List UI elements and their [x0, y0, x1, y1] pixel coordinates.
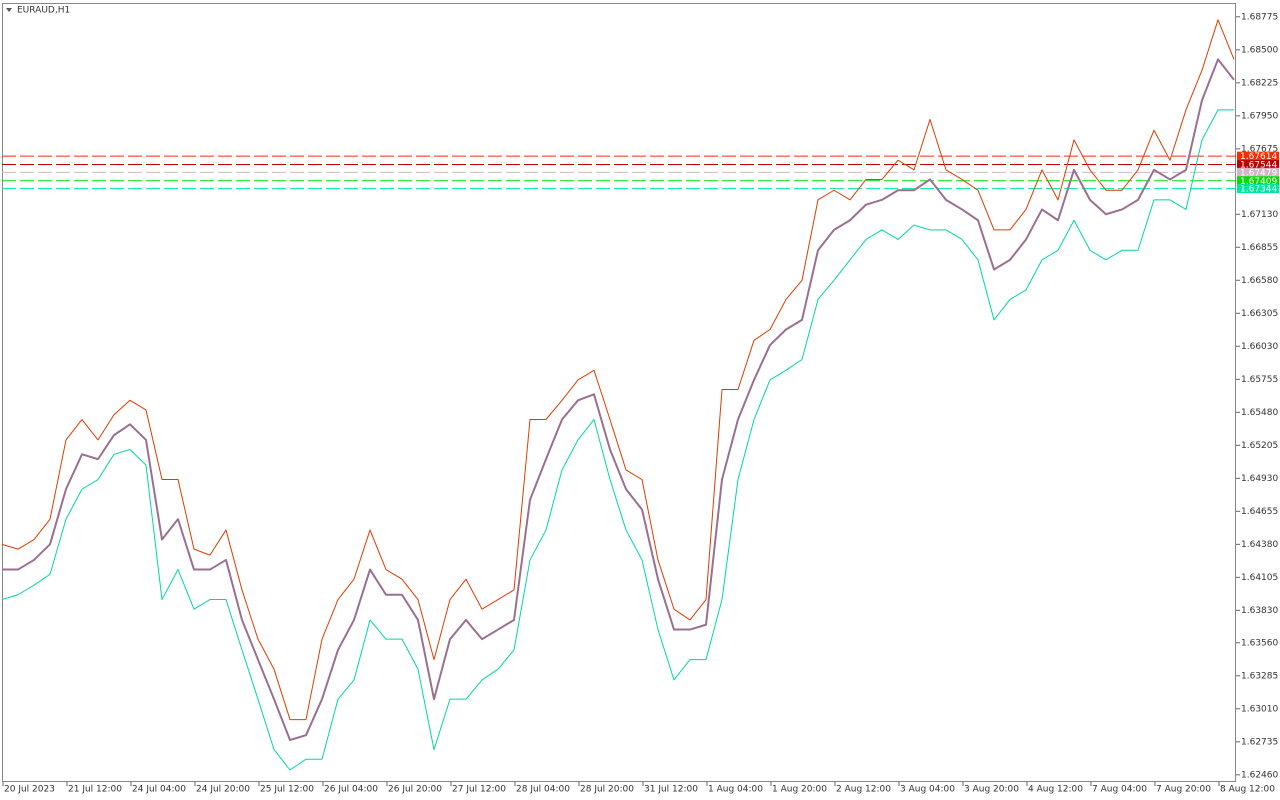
y-tick-label: 1.67130	[1241, 210, 1278, 220]
x-tick-label: 1 Aug 04:00	[708, 785, 763, 795]
level-label: 1.67409	[1240, 177, 1277, 187]
level-label: 1.67479	[1240, 168, 1277, 178]
y-tick-label: 1.63285	[1241, 671, 1278, 681]
x-tick-label: 26 Jul 20:00	[388, 785, 442, 795]
x-tick-label: 28 Jul 20:00	[580, 785, 634, 795]
y-tick-label: 1.65205	[1241, 441, 1278, 451]
x-tick-label: 4 Aug 12:00	[1028, 785, 1083, 795]
level-tag	[1237, 176, 1279, 186]
y-tick-label: 1.66580	[1241, 276, 1278, 286]
y-tick-label: 1.67950	[1241, 111, 1278, 121]
level-tag	[1237, 160, 1279, 170]
series-line	[1, 19, 1235, 721]
x-tick-label: 24 Jul 04:00	[132, 785, 186, 795]
y-tick-label: 1.62735	[1241, 737, 1278, 747]
plot-frame	[2, 3, 1236, 782]
y-tick-label: 1.66855	[1241, 243, 1278, 253]
menu-arrow[interactable]	[6, 8, 12, 12]
series-line	[1, 109, 1234, 771]
y-tick-label: 1.64655	[1241, 507, 1278, 517]
x-tick-label: 24 Jul 20:00	[196, 785, 250, 795]
level-label: 1.67344	[1240, 185, 1277, 195]
x-tick-label: 7 Aug 20:00	[1156, 785, 1211, 795]
level-tag	[1237, 184, 1279, 194]
y-tick-label: 1.65755	[1241, 375, 1278, 385]
x-tick-label: 28 Jul 04:00	[516, 785, 570, 795]
y-tick-label: 1.68500	[1241, 45, 1278, 55]
x-tick-label: 2 Aug 12:00	[836, 785, 891, 795]
level-label: 1.67544	[1240, 161, 1277, 171]
x-tick-label: 7 Aug 04:00	[1092, 785, 1147, 795]
y-tick-label: 1.64105	[1241, 573, 1278, 583]
y-tick-label: 1.68225	[1241, 78, 1278, 88]
x-tick-label: 20 Jul 2023	[4, 785, 55, 795]
x-tick-label: 27 Jul 12:00	[452, 785, 506, 795]
y-tick-label: 1.66305	[1241, 309, 1278, 319]
x-tick-label: 8 Aug 12:00	[1220, 785, 1275, 795]
x-tick-label: 31 Jul 12:00	[644, 785, 698, 795]
level-label: 1.67614	[1240, 152, 1277, 162]
y-tick-label: 1.67675	[1241, 144, 1278, 154]
chart-title: EURAUD,H1	[17, 6, 70, 16]
y-tick-label: 1.63010	[1241, 704, 1278, 714]
y-tick-label: 1.64380	[1241, 540, 1278, 550]
y-tick-label: 1.68775	[1241, 12, 1278, 22]
x-tick-label: 3 Aug 04:00	[900, 785, 955, 795]
x-tick-label: 25 Jul 12:00	[260, 785, 314, 795]
x-tick-label: 3 Aug 20:00	[964, 785, 1019, 795]
y-tick-label: 1.66030	[1241, 342, 1278, 352]
y-tick-label: 1.64930	[1241, 474, 1278, 484]
series-line	[2, 58, 1235, 741]
y-tick-label: 1.62460	[1241, 770, 1278, 780]
level-tag	[1237, 167, 1279, 177]
x-tick-label: 26 Jul 04:00	[324, 785, 378, 795]
y-tick-label: 1.65480	[1241, 408, 1278, 418]
y-tick-label: 1.63830	[1241, 606, 1278, 616]
level-tag	[1237, 151, 1279, 161]
x-tick-label: 1 Aug 20:00	[772, 785, 827, 795]
y-tick-label: 1.63560	[1241, 638, 1278, 648]
x-tick-label: 21 Jul 12:00	[68, 785, 122, 795]
